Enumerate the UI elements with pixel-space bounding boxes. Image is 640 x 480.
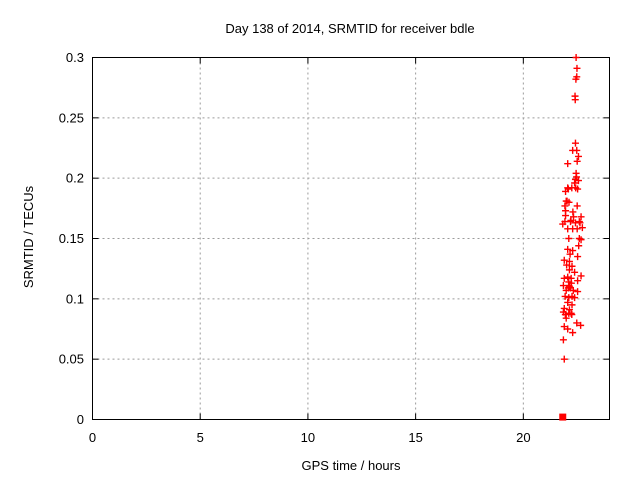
data-point xyxy=(566,250,574,258)
y-tick-label: 0.1 xyxy=(66,291,84,306)
data-point xyxy=(574,185,582,193)
tick-layer: 0 5 10 15 20 0 0.05 0.1 0.15 0.2 0.25 0.3 xyxy=(59,50,610,445)
data-point xyxy=(573,202,581,210)
y-tick-label: 0.25 xyxy=(59,110,84,125)
grid-layer xyxy=(92,57,610,420)
data-point xyxy=(572,54,580,61)
data-point xyxy=(565,235,573,242)
data-point xyxy=(573,319,581,327)
data-point xyxy=(576,219,584,227)
data-point xyxy=(562,187,570,195)
data-point xyxy=(568,301,576,309)
y-tick-label: 0.15 xyxy=(59,231,84,246)
data-point xyxy=(569,286,577,294)
data-point xyxy=(577,236,585,244)
data-point xyxy=(574,277,582,285)
data-point xyxy=(572,75,580,83)
data-point xyxy=(577,213,585,221)
x-tick-label: 5 xyxy=(197,430,204,445)
data-point xyxy=(571,96,579,104)
data-point xyxy=(574,253,582,261)
data-point-layer xyxy=(559,54,586,421)
data-point xyxy=(560,355,568,363)
data-point xyxy=(571,268,579,276)
data-point xyxy=(564,273,572,281)
y-axis-label: SRMTID / TECUs xyxy=(21,185,36,288)
plot-border xyxy=(92,57,610,420)
data-point xyxy=(560,256,568,264)
y-tick-label: 0.2 xyxy=(66,171,84,186)
data-point xyxy=(575,242,583,250)
data-point xyxy=(577,272,585,280)
data-point xyxy=(565,266,573,274)
chart-title: Day 138 of 2014, SRMTID for receiver bdl… xyxy=(225,21,474,36)
data-point xyxy=(573,64,581,72)
data-point xyxy=(569,329,577,337)
data-point xyxy=(573,146,581,154)
data-point xyxy=(571,139,579,147)
data-point xyxy=(573,157,581,165)
data-point xyxy=(565,283,573,291)
data-point xyxy=(565,198,573,206)
x-tick-label: 20 xyxy=(516,430,530,445)
data-point xyxy=(564,325,572,333)
data-point xyxy=(564,245,572,253)
data-point xyxy=(567,216,575,224)
data-point xyxy=(559,336,567,344)
data-point xyxy=(559,308,567,316)
data-point xyxy=(559,220,567,228)
data-point xyxy=(578,224,586,232)
data-point xyxy=(573,225,581,233)
data-point xyxy=(571,179,579,187)
data-point xyxy=(568,311,576,319)
data-point xyxy=(560,274,568,282)
data-point xyxy=(560,304,568,312)
data-point xyxy=(564,298,572,306)
y-tick-label: 0 xyxy=(77,412,84,427)
data-point xyxy=(563,261,571,269)
data-point xyxy=(562,314,570,322)
data-point xyxy=(564,160,572,168)
data-point xyxy=(562,286,570,294)
data-point xyxy=(570,213,578,221)
x-tick-label: 0 xyxy=(89,430,96,445)
data-point xyxy=(574,288,582,296)
data-point xyxy=(568,262,576,270)
data-point xyxy=(574,177,582,185)
data-point xyxy=(574,152,582,160)
y-tick-label: 0.05 xyxy=(59,352,84,367)
data-point xyxy=(575,235,583,242)
data-point xyxy=(561,292,569,300)
y-tick-label: 0.3 xyxy=(66,50,84,65)
x-tick-label: 10 xyxy=(301,430,315,445)
data-point xyxy=(571,294,579,302)
data-point xyxy=(562,212,570,220)
x-tick-label: 15 xyxy=(408,430,422,445)
data-point xyxy=(577,321,585,329)
data-point xyxy=(569,247,577,255)
data-point-square xyxy=(559,413,567,421)
data-point xyxy=(565,257,573,265)
x-axis-label: GPS time / hours xyxy=(302,458,401,473)
